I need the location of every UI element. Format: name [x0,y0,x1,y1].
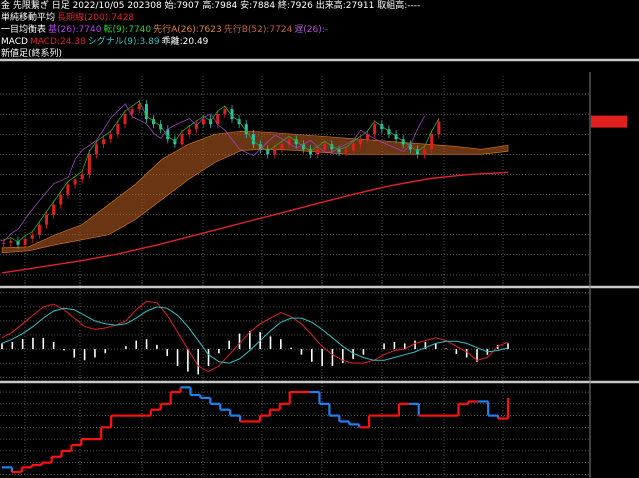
candle-body [16,240,20,245]
macd-line [1,300,509,373]
candle-body [259,144,263,150]
candle-body [273,149,277,155]
candle-body [330,144,334,150]
candle-body [130,109,134,115]
candle-body [180,134,184,145]
kijun-value: 基(26):7740 [48,25,102,35]
candle-body [230,109,234,120]
candle-body [166,129,170,140]
candle-body [144,104,148,120]
candle-body [102,139,106,145]
macd-panel [1,300,509,375]
sma-label: 単純移動平均 [1,13,56,23]
macd-label: MACD [1,37,28,47]
hist-value: 乖離:20.49 [161,37,209,47]
candle-body [116,124,120,135]
candle-body [423,149,427,155]
candle-body [94,144,98,155]
macd-value: MACD:24.38 [29,37,86,47]
candle-body [59,194,63,205]
candle-body [187,129,191,135]
candle-body [45,214,49,225]
candle-body [316,149,320,155]
ichimoku-label: 一目均衡表 [1,25,47,35]
candle-body [415,149,419,155]
candle-body [344,150,348,153]
candle-body [323,144,327,150]
chart-title-line: 金 先限繋ぎ 日足 2022/10/05 202308 始:7907 高:798… [1,2,422,11]
candle-body [358,139,362,145]
candle-body [37,224,41,235]
candle-body [266,149,270,155]
last-price-tag [591,115,627,128]
senkou-b-value: 先行B(52):7724 [223,25,293,35]
candle-body [251,134,255,145]
candle-body [337,149,341,153]
candle-body [87,154,91,175]
kagi-legend: 新値足(終系列) [1,50,64,59]
candle-body [430,134,434,150]
candle-body [23,238,27,245]
candle-body [244,124,248,135]
candle-body [201,119,205,125]
candle-body [351,144,355,151]
ichimoku-cloud [1,130,509,254]
candle-body [380,124,384,130]
candle-body [52,204,56,215]
ichimoku-legend: 一目均衡表 基(26):7740 転(9):7740 先行A(26):7623 先行B(… [1,26,330,35]
candle-body [373,124,377,135]
kagi-panel [2,386,510,474]
ohlc-summary: 金 先限繋ぎ 日足 2022/10/05 202308 始:7907 高:798… [1,1,421,11]
tenkan-line [3,100,440,243]
candle-body [387,129,391,135]
candle-body [9,240,13,243]
candle-body [223,109,227,115]
candle-body [73,179,77,185]
candle-body [194,124,198,130]
macd-legend: MACD MACD:24.38 シグナル(9):3.89 乖離:20.49 [1,38,210,47]
candle-body [366,134,370,140]
candle-body [66,184,70,195]
chikou-line [0,103,426,242]
candle-body [308,149,312,155]
price-panel [0,100,627,274]
tenkan-value: 転(9):7740 [103,25,152,35]
candle-body [287,139,291,145]
sma-200-line [1,171,509,274]
chikou-value: 遅(26):- [294,25,329,35]
candle-body [123,114,127,125]
candle-body [109,134,113,140]
senkou-a-value: 先行A(26):7623 [153,25,222,35]
candle-body [2,242,6,244]
candle-body [437,121,441,135]
candle-body [216,114,220,125]
sma-value: 長期線(200):7428 [57,13,135,23]
candle-body [80,174,84,180]
signal-line [1,306,509,364]
signal-value: シグナル(9):3.89 [87,37,160,47]
kagi-label: 新値足(終系列) [1,49,63,59]
candle-body [280,144,284,150]
chart-grid [0,58,639,478]
sma-legend: 単純移動平均 長期線(200):7428 [1,14,136,23]
candle-body [30,234,34,239]
candle-body [137,104,141,110]
